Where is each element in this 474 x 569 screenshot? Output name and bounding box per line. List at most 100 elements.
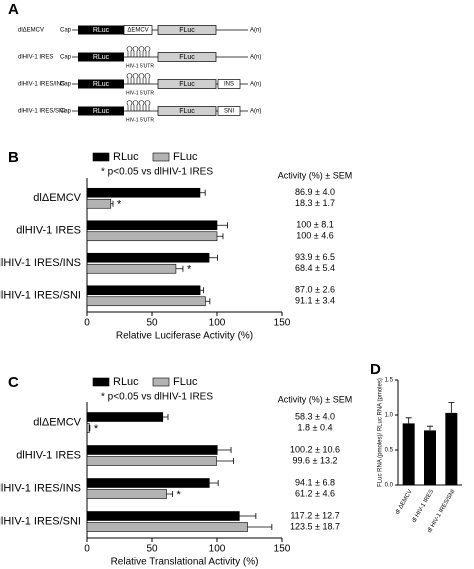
fluc-box [157, 106, 217, 116]
error-bar [209, 254, 218, 261]
value-label: 1.8 ± 0.4 [298, 422, 333, 432]
bar [86, 296, 206, 307]
value-label: 99.6 ± 13.2 [293, 455, 338, 465]
legend-swatch [92, 152, 110, 162]
utr-label: HIV-1 5'UTR [126, 63, 154, 69]
error-bar [217, 233, 224, 240]
bar [86, 198, 112, 209]
significance-mark: * [177, 489, 182, 501]
value-label: 123.5 ± 18.7 [290, 521, 340, 531]
x-tick-label: 100 [209, 318, 226, 329]
construct-name: dlHIV-1 IRES [18, 55, 53, 61]
error-bar [216, 458, 235, 464]
stem-loop [126, 46, 133, 57]
value-labels-header: Activity (%) ± SEM [278, 170, 352, 180]
error-bar [217, 447, 232, 453]
stem-loop [132, 46, 139, 57]
value-label: 86.9 ± 4.0 [295, 187, 335, 197]
insert-label: INS [224, 82, 234, 88]
stem-loop [144, 46, 151, 57]
bar [86, 412, 164, 422]
bar [86, 522, 248, 532]
x-tick-label: 50 [146, 544, 158, 555]
rluc-label: RLuc [93, 54, 110, 61]
rluc-box [78, 79, 124, 89]
legend-swatch [152, 152, 170, 162]
x-tick-label: 100 [209, 544, 226, 555]
panel-label: B [8, 149, 19, 166]
value-label: 18.3 ± 1.7 [295, 198, 335, 208]
tail-label: A(n) [250, 28, 261, 34]
error-bar [209, 480, 219, 486]
fluc-box [157, 79, 217, 89]
legend-label: FLuc [173, 376, 198, 388]
bar [86, 478, 210, 488]
bar [402, 423, 415, 485]
bar [86, 445, 218, 455]
value-label: 100 ± 8.1 [296, 220, 333, 230]
stem-loop [144, 73, 151, 84]
category-label: dl ΔEMCV [395, 489, 414, 516]
significance-mark: * [187, 264, 192, 276]
cap-label: Cap [60, 109, 72, 115]
value-label: 117.2 ± 12.7 [290, 510, 339, 520]
stem-loop [126, 73, 133, 84]
bar [424, 430, 436, 485]
value-label: 87.0 ± 2.6 [295, 285, 335, 295]
error-bar [162, 414, 169, 420]
stem-loop [126, 100, 133, 111]
fluc-label: FLuc [179, 27, 195, 34]
bar [86, 456, 217, 466]
rluc-box [78, 106, 124, 116]
category-label: dlHIV-1 IRES/INS [0, 482, 81, 494]
category-label: dlHIV-1 IRES/INS [0, 257, 81, 269]
stem-loop [144, 100, 151, 111]
error-bar [110, 200, 114, 207]
category-label: dlΔEMCV [33, 416, 81, 428]
bar [86, 285, 201, 296]
x-axis-label: Relative Luciferase Activity (%) [116, 331, 253, 342]
value-label: 94.1 ± 6.8 [295, 477, 335, 487]
x-tick-label: 150 [274, 544, 291, 555]
fluc-label: FLuc [179, 81, 195, 88]
y-axis-label: FLuc RNA (pmoles)/ RLuc RNA (pmoles) [378, 378, 384, 487]
error-bar [217, 222, 228, 229]
y-tick-label: 0.5 [385, 448, 394, 454]
value-labels-header: Activity (%) ± SEM [278, 394, 352, 404]
cap-label: Cap [60, 28, 72, 34]
x-tick-label: 50 [146, 318, 158, 329]
stem-loop [132, 100, 139, 111]
bar [86, 220, 218, 231]
x-axis-label: Relative Translational Activity (%) [111, 557, 259, 568]
fluc-label: FLuc [179, 108, 195, 115]
construct-name: dlΔEMCV [18, 28, 44, 34]
error-bar [89, 425, 91, 431]
legend-label: RLuc [113, 151, 139, 163]
error-bar [166, 491, 173, 497]
rluc-label: RLuc [93, 108, 110, 115]
utr-label: HIV-1 5'UTR [126, 117, 154, 123]
insert-box [217, 79, 241, 89]
y-tick-label: 1.5 [385, 378, 394, 384]
value-label: 100 ± 4.6 [296, 231, 333, 241]
construct-name: dlHIV-1 IRES/INS [18, 82, 65, 88]
legend-label: FLuc [173, 151, 198, 163]
x-tick-label: 0 [84, 318, 90, 329]
error-bar [200, 287, 204, 294]
category-label: dl HIV-1 IRES [411, 489, 435, 524]
value-label: 58.3 ± 4.0 [295, 411, 335, 421]
value-label: 61.2 ± 4.6 [295, 488, 335, 498]
panel-label: D [370, 361, 381, 378]
value-label: 91.1 ± 3.4 [295, 296, 335, 306]
value-label: 68.4 ± 5.4 [295, 263, 335, 273]
utr-label: HIV-1 5'UTR [126, 90, 154, 96]
error-bar [448, 402, 455, 413]
category-label: dlHIV-1 IRES [16, 225, 81, 237]
rluc-box [78, 25, 124, 35]
bar [86, 252, 210, 263]
insert-label: SNI [224, 109, 234, 115]
significance-mark: * [117, 199, 122, 211]
insert-box [217, 106, 241, 116]
tail-label: A(n) [250, 82, 261, 88]
stem-loop [138, 73, 145, 84]
